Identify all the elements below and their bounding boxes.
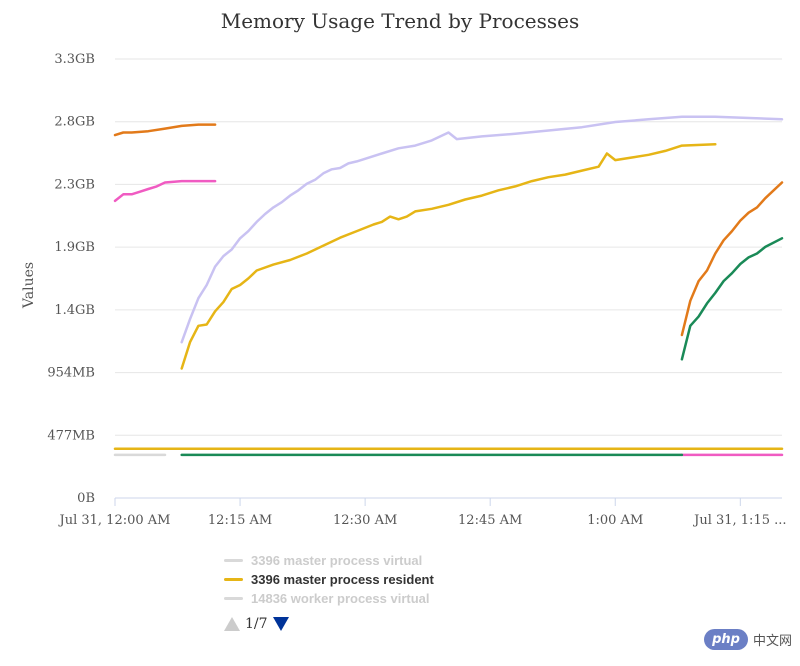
x-axis	[114, 497, 782, 506]
legend-label: 14836 worker process virtual	[251, 591, 430, 606]
chart-title: Memory Usage Trend by Processes	[221, 9, 580, 33]
y-tick-labels: 0B 477MB 954MB 1.4GB 1.9GB 2.3GB 2.8GB 3.3GB	[47, 52, 95, 506]
pager-up-icon[interactable]	[224, 617, 240, 631]
series-lines	[113, 115, 784, 457]
series-line	[113, 179, 217, 203]
legend-pager: 1/7	[224, 616, 289, 632]
series-line	[113, 123, 217, 137]
memory-chart: Memory Usage Trend by Processes Values 0…	[21, 9, 787, 528]
x-tick-label: 12:15 AM	[208, 513, 272, 528]
x-tick-label: 12:30 AM	[333, 513, 397, 528]
legend-swatch	[224, 597, 243, 600]
legend-swatch	[224, 578, 243, 581]
y-tick-label: 1.9GB	[54, 240, 95, 255]
y-axis-label: Values	[21, 262, 37, 309]
pager-down-icon[interactable]	[272, 617, 289, 631]
x-tick-labels: Jul 31, 12:00 AM 12:15 AM 12:30 AM 12:45 AM…	[58, 513, 787, 528]
grid-lines	[115, 58, 782, 499]
legend-label: 3396 master process virtual	[251, 553, 423, 568]
legend-item-master-resident[interactable]: 3396 master process resident	[224, 570, 524, 589]
legend-label: 3396 master process resident	[251, 572, 434, 587]
y-tick-label: 2.8GB	[54, 115, 95, 130]
x-tick-label: Jul 31, 12:00 AM	[58, 513, 171, 528]
x-tick-label: Jul 31, 1:15 ...	[692, 513, 786, 528]
watermark-text: 中文网	[752, 634, 792, 649]
y-tick-label: 1.4GB	[54, 303, 95, 318]
legend-item-worker-virtual[interactable]: 14836 worker process virtual	[224, 589, 524, 608]
y-tick-label: 954MB	[47, 366, 95, 381]
y-tick-label: 0B	[77, 491, 95, 506]
legend: 3396 master process virtual 3396 master …	[224, 551, 524, 608]
legend-swatch	[224, 559, 243, 562]
series-line	[180, 143, 717, 370]
series-line	[180, 115, 784, 344]
x-tick-label: 12:45 AM	[458, 513, 522, 528]
legend-item-master-virtual[interactable]: 3396 master process virtual	[224, 551, 524, 570]
series-line	[680, 181, 784, 337]
series-line	[680, 237, 784, 361]
y-tick-label: 477MB	[47, 428, 95, 443]
y-tick-label: 3.3GB	[54, 52, 95, 67]
watermark-badge: php	[704, 629, 748, 650]
pager-text: 1/7	[245, 616, 268, 632]
watermark: php 中文网	[704, 629, 792, 650]
x-tick-label: 1:00 AM	[587, 513, 643, 528]
y-tick-label: 2.3GB	[54, 177, 95, 192]
